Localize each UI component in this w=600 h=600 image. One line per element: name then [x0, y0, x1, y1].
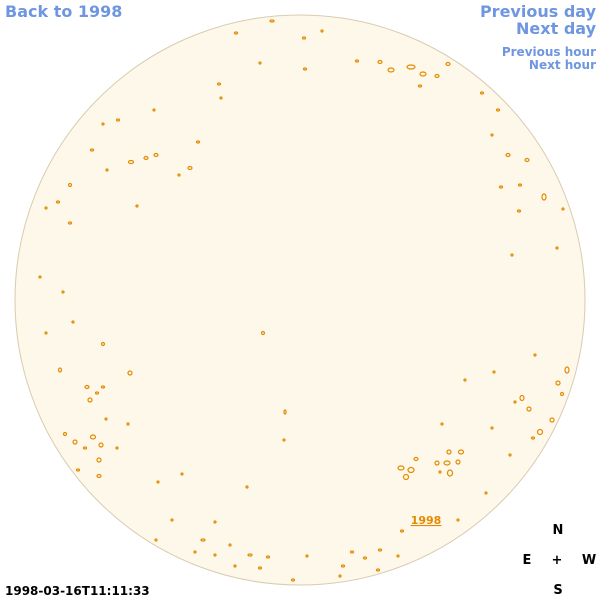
timestamp: 1998-03-16T11:11:33 — [5, 584, 150, 598]
compass-east: E — [523, 553, 532, 568]
compass-center: + — [552, 553, 563, 568]
next-day-link[interactable]: Next day — [516, 19, 597, 38]
compass-south: S — [553, 583, 562, 598]
region-label-link[interactable]: 1998 — [411, 514, 442, 527]
solar-disc — [14, 14, 586, 586]
next-hour-link[interactable]: Next hour — [529, 58, 596, 72]
active-regions — [38, 19, 570, 582]
back-link[interactable]: Back to 1998 — [5, 2, 122, 21]
compass-west: W — [582, 553, 596, 568]
previous-day-link[interactable]: Previous day — [480, 2, 597, 21]
previous-hour-link[interactable]: Previous hour — [502, 45, 596, 59]
compass-north: N — [553, 523, 564, 538]
